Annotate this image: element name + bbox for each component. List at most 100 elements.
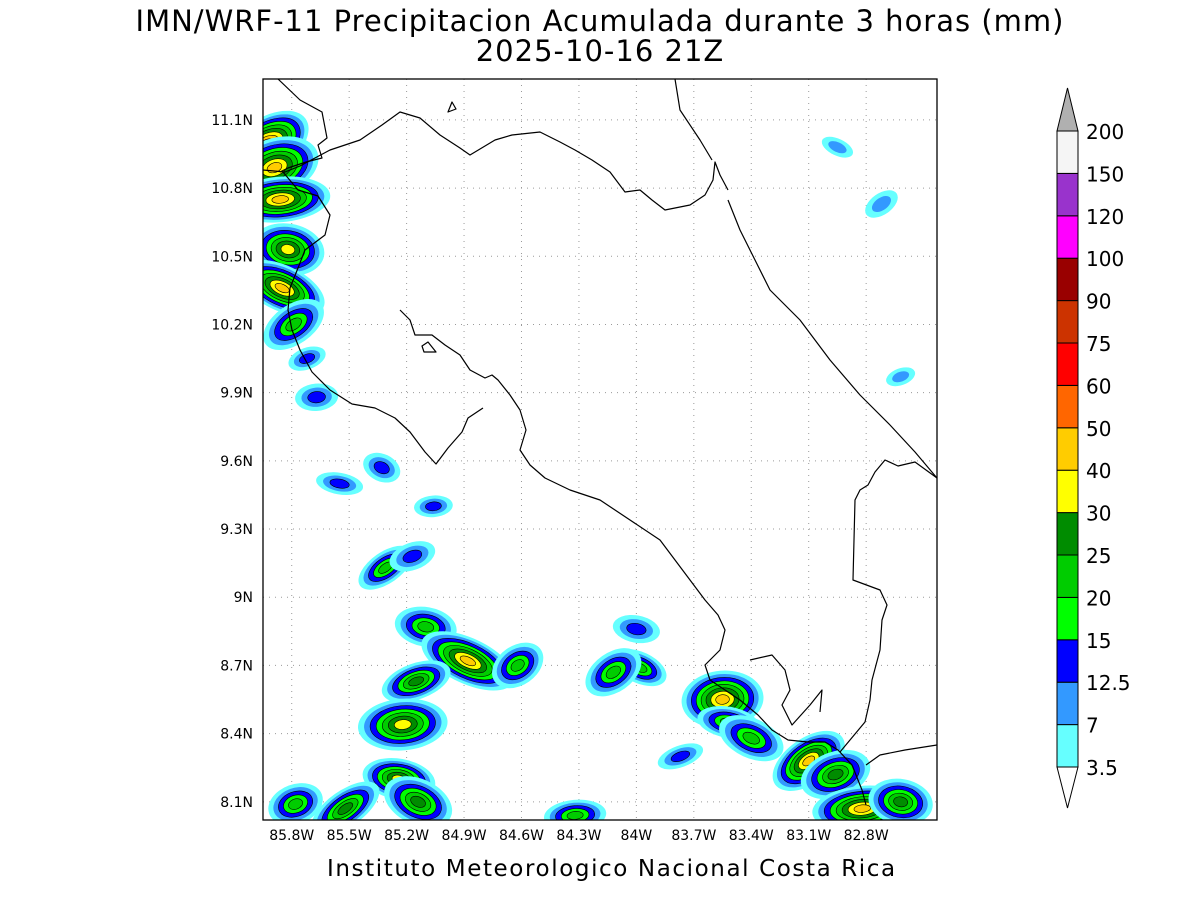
colorbar-label: 25: [1086, 544, 1111, 568]
colorbar-label: 75: [1086, 332, 1111, 356]
precip-cell: [358, 698, 448, 751]
colorbar-label: 150: [1086, 162, 1124, 186]
lon-tick-label: 85.8W: [269, 828, 314, 844]
precip-cell: [288, 346, 326, 371]
precip-cell: [719, 715, 784, 762]
precip-contour: [394, 719, 412, 730]
nicaragua-lake-shore: [277, 79, 328, 173]
lon-tick-label: 84.6W: [499, 828, 544, 844]
precip-contour: [425, 501, 442, 512]
precip-cell: [772, 730, 845, 791]
precip-cell: [414, 495, 453, 518]
coastlines-and-borders: [263, 79, 937, 806]
panama-border: [839, 459, 937, 753]
colorbar-swatch: [1056, 300, 1079, 344]
precip-cell: [263, 176, 331, 223]
precip-cell: [381, 660, 451, 703]
colorbar-swatch: [1056, 172, 1079, 217]
precip-contour: [417, 621, 435, 633]
precip-contour: [274, 283, 290, 294]
precip-cell: [585, 648, 642, 697]
lat-tick-label: 9N: [234, 590, 253, 606]
precip-cell: [821, 136, 854, 158]
precip-cell: [492, 642, 544, 689]
colorbar-label: 7: [1086, 714, 1099, 738]
nicaragua-caribbean-coast: [674, 79, 713, 161]
colorbar-label: 90: [1086, 290, 1111, 314]
precip-contour: [408, 676, 425, 687]
lake-island: [447, 101, 457, 113]
colorbar-swatch: [1056, 512, 1079, 556]
lon-tick-label: 84W: [621, 828, 653, 844]
precip-cell: [865, 190, 898, 218]
precip-cell: [268, 783, 323, 820]
map-background: [263, 79, 937, 820]
precip-cell: [316, 472, 364, 496]
colorbar-label: 50: [1086, 417, 1111, 441]
lat-tick-label: 9.9N: [220, 386, 253, 402]
panama-pacific-coast: [865, 744, 937, 766]
precip-contour: [402, 549, 423, 563]
lon-tick-label: 85.5W: [327, 828, 372, 844]
precip-contour: [742, 731, 760, 745]
map-datetime: 2025-10-16 21Z: [475, 34, 725, 68]
lat-tick-label: 8.1N: [220, 795, 253, 811]
colorbar-swatch: [1056, 342, 1079, 386]
osa-peninsula: [749, 654, 823, 726]
lon-tick-label: 83.1W: [786, 828, 831, 844]
colorbar-label: 100: [1086, 247, 1124, 271]
precip-contour: [271, 195, 289, 204]
colorbar-swatch: [1056, 257, 1079, 302]
precip-contour: [410, 795, 426, 808]
precip-contour: [670, 750, 691, 763]
precip-contour: [853, 804, 871, 813]
colorbar: 3.5 7 12.5 15 20 25 30 40 50 60 75 90 100 120 150 200: [1056, 87, 1131, 809]
colorbar-swatch: [1056, 681, 1079, 726]
colorbar-swatch: [1056, 130, 1079, 174]
precip-contour: [605, 665, 621, 679]
footer-credit: Instituto Meteorologico Nacional Costa R…: [327, 856, 897, 882]
lon-tick-label: 85.2W: [384, 828, 429, 844]
precip-contour: [828, 141, 847, 154]
guanacaste-pacific-coast: [282, 171, 484, 465]
precip-cell: [886, 367, 916, 387]
colorbar-swatch: [1056, 384, 1079, 429]
precip-cell: [389, 541, 436, 572]
colorbar-label: 12.5: [1086, 671, 1131, 695]
colorbar-label: 20: [1086, 586, 1111, 610]
precip-contour: [871, 196, 891, 213]
precipitation-field: [263, 110, 933, 820]
precip-contour: [307, 391, 326, 404]
lon-tick-label: 84.3W: [556, 828, 601, 844]
longitude-labels: 85.8W 85.5W 85.2W 84.9W 84.6W 84.3W 84W 83.7W 83…: [269, 828, 889, 844]
colorbar-swatch: [1056, 596, 1079, 641]
precip-cell: [612, 614, 660, 644]
precip-contour: [715, 694, 730, 705]
nicaragua-costa-rica-border: [263, 111, 729, 211]
precip-contour: [892, 371, 910, 383]
lon-tick-label: 82.8W: [844, 828, 889, 844]
precip-cell: [263, 223, 325, 276]
lon-tick-label: 84.9W: [442, 828, 487, 844]
lat-tick-label: 10.2N: [211, 317, 253, 333]
colorbar-label: 30: [1086, 502, 1111, 526]
colorbar-over-triangle: [1056, 87, 1079, 132]
precip-contour: [827, 768, 844, 781]
precip-cell: [311, 781, 380, 820]
caribbean-coast: [727, 199, 937, 479]
colorbar-swatch: [1056, 724, 1079, 768]
lat-tick-label: 9.6N: [220, 454, 253, 470]
precip-cell: [868, 778, 933, 820]
latitude-labels: 11.1N 10.8N 10.5N 10.2N 9.9N 9.6N 9.3N 9N 8.7N 8.…: [211, 113, 253, 811]
colorbar-swatch: [1056, 469, 1079, 514]
precip-cell: [657, 743, 704, 770]
precip-contour: [459, 655, 476, 667]
lat-tick-label: 8.7N: [220, 658, 253, 674]
precip-contour: [626, 622, 647, 636]
precip-contour: [337, 802, 354, 815]
precip-cell: [295, 383, 339, 411]
map-title: IMN/WRF-11 Precipitacion Acumulada duran…: [135, 4, 1065, 38]
precip-contour: [893, 796, 908, 808]
precip-cell: [363, 452, 401, 483]
